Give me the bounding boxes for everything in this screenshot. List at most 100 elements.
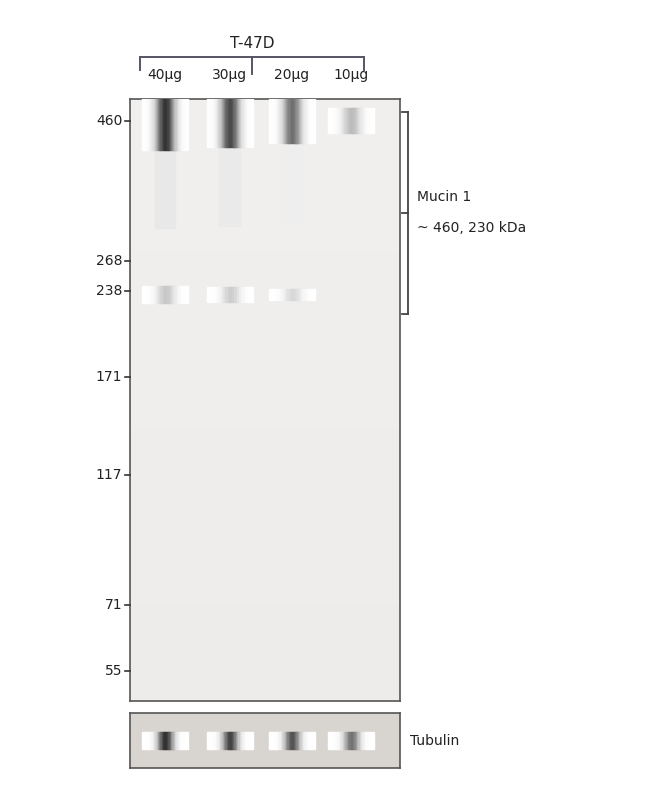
Bar (276, 98, 277, 143)
Bar (307, 98, 308, 143)
Bar (237, 287, 239, 302)
Bar (330, 108, 331, 133)
Bar (240, 732, 241, 749)
Bar (186, 287, 188, 303)
Bar (358, 732, 360, 749)
Bar (207, 287, 209, 302)
Bar (342, 108, 343, 133)
Bar (162, 91, 163, 150)
Text: 117: 117 (96, 468, 122, 482)
Bar (345, 732, 347, 749)
Bar (366, 732, 368, 749)
Bar (372, 108, 373, 133)
Bar (207, 44, 209, 94)
Bar (278, 59, 280, 98)
Bar (148, 91, 150, 150)
Bar (311, 732, 313, 749)
Bar (287, 732, 289, 749)
Bar (294, 289, 296, 300)
Bar (272, 98, 274, 143)
Bar (286, 732, 287, 749)
Bar (150, 36, 151, 91)
Text: 238: 238 (96, 284, 122, 299)
Bar (236, 732, 237, 749)
Bar (168, 732, 170, 749)
Bar (241, 94, 242, 147)
Bar (211, 732, 213, 749)
Bar (174, 287, 177, 303)
Bar (283, 59, 286, 98)
Bar (182, 91, 184, 150)
Bar (162, 287, 165, 303)
Bar (298, 59, 300, 98)
Bar (224, 44, 226, 94)
Bar (334, 108, 335, 133)
Bar (358, 108, 359, 133)
Bar (181, 91, 183, 150)
Bar (244, 44, 246, 94)
Bar (281, 59, 284, 98)
Bar (166, 91, 168, 150)
Bar (274, 98, 275, 143)
Bar (212, 732, 214, 749)
Bar (161, 732, 162, 749)
Bar (224, 94, 226, 147)
Bar (235, 94, 237, 147)
Bar (232, 732, 233, 749)
Bar (214, 287, 216, 302)
Bar (232, 94, 233, 147)
Bar (300, 59, 302, 98)
Bar (144, 732, 145, 749)
Bar (177, 91, 179, 150)
Bar (179, 91, 180, 150)
Bar (309, 732, 311, 749)
Bar (296, 59, 298, 98)
Bar (310, 98, 311, 143)
Bar (269, 732, 270, 749)
Bar (277, 98, 278, 143)
Bar (173, 91, 174, 150)
Bar (209, 44, 211, 94)
Bar (225, 287, 227, 302)
Bar (339, 108, 340, 133)
Bar (373, 108, 374, 133)
Bar (168, 91, 170, 150)
Bar (247, 94, 248, 147)
Bar (237, 94, 238, 147)
Bar (179, 287, 181, 303)
Bar (172, 732, 174, 749)
Bar (167, 91, 169, 150)
Bar (180, 732, 182, 749)
Bar (278, 98, 280, 143)
Bar (155, 36, 157, 91)
Bar (370, 108, 372, 133)
Bar (362, 732, 364, 749)
Bar (186, 91, 187, 150)
Bar (228, 732, 229, 749)
Bar (292, 289, 294, 300)
Bar (143, 91, 145, 150)
Bar (213, 94, 214, 147)
Bar (166, 732, 167, 749)
Bar (176, 91, 177, 150)
Bar (220, 44, 222, 94)
Bar (296, 732, 298, 749)
Bar (307, 732, 309, 749)
Bar (231, 94, 232, 147)
Bar (218, 94, 220, 147)
Bar (370, 732, 372, 749)
Text: 171: 171 (96, 370, 122, 384)
Bar (335, 108, 337, 133)
Bar (183, 91, 185, 150)
Bar (151, 91, 153, 150)
Bar (331, 108, 332, 133)
Bar (174, 36, 176, 91)
Bar (227, 287, 230, 302)
Bar (224, 732, 226, 749)
Bar (335, 732, 337, 749)
Bar (282, 732, 283, 749)
Bar (295, 98, 296, 143)
Bar (301, 289, 304, 300)
Bar (177, 287, 179, 303)
Bar (308, 732, 310, 749)
